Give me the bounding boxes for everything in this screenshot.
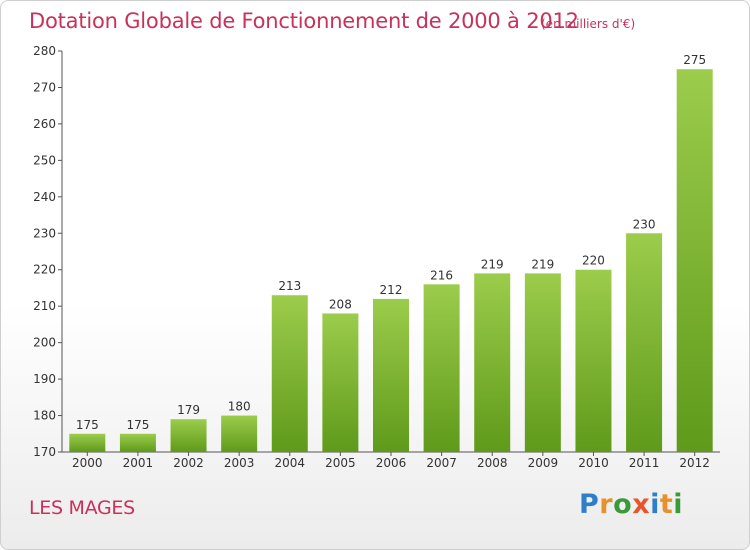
value-label: 220	[582, 254, 605, 268]
chart-subtitle: (en milliers d'€)	[541, 17, 636, 31]
bar-2003	[221, 415, 258, 452]
chart-labels: 2000 175 2001 175 2002 179 2003 180 2004 213 2005 2…	[72, 53, 710, 470]
bar-2011	[626, 233, 663, 452]
bar-2006	[373, 298, 409, 452]
bar-2004	[271, 295, 308, 452]
y-tick-label: 200	[33, 336, 56, 350]
x-tick-label: 2005	[325, 456, 356, 470]
bar-2009	[524, 273, 561, 452]
y-tick-label: 170	[33, 445, 56, 459]
chart-axes: 170 180 190 200 210 220 230 240 250 260 270 280	[33, 44, 720, 459]
x-tick-label: 2006	[376, 456, 407, 470]
bar-2007	[423, 284, 460, 452]
x-tick-label: 2010	[578, 456, 609, 470]
value-label: 216	[430, 268, 453, 282]
value-label: 208	[329, 297, 352, 311]
value-label: 212	[380, 283, 403, 297]
commune-name: LES MAGES	[29, 497, 135, 519]
y-tick-label: 180	[33, 409, 56, 423]
x-tick-label: 2001	[123, 456, 154, 470]
chart-bars	[69, 69, 713, 453]
value-label: 179	[177, 403, 200, 417]
x-tick-label: 2004	[274, 456, 305, 470]
x-tick-label: 2008	[477, 456, 508, 470]
x-tick-label: 2003	[224, 456, 255, 470]
y-tick-label: 260	[33, 117, 56, 131]
x-tick-label: 2007	[426, 456, 457, 470]
value-label: 230	[633, 217, 656, 231]
x-tick-label: 2002	[173, 456, 204, 470]
value-label: 213	[278, 279, 301, 293]
bar-2005	[322, 313, 359, 452]
x-tick-label: 2011	[629, 456, 660, 470]
y-tick-label: 250	[33, 153, 56, 167]
chart-title: Dotation Globale de Fonctionnement de 20…	[29, 9, 579, 33]
value-label: 219	[481, 257, 504, 271]
y-tick-label: 240	[33, 190, 56, 204]
y-tick-label: 190	[33, 372, 56, 386]
bar-2008	[474, 273, 511, 452]
value-label: 275	[683, 53, 706, 67]
x-tick-label: 2012	[679, 456, 710, 470]
value-label: 175	[126, 418, 149, 432]
bar-2002	[170, 419, 207, 452]
x-tick-label: 2009	[528, 456, 559, 470]
x-tick-label: 2000	[72, 456, 103, 470]
value-label: 175	[76, 418, 99, 432]
bar-2010	[575, 269, 612, 452]
value-label: 180	[228, 400, 251, 414]
y-tick-label: 220	[33, 263, 56, 277]
bar-2000	[69, 433, 106, 452]
y-tick-label: 210	[33, 299, 56, 313]
y-tick-label: 270	[33, 80, 56, 94]
bar-2012	[676, 69, 713, 453]
y-tick-label: 230	[33, 226, 56, 240]
proxiti-logo: Proxiti	[579, 489, 684, 520]
bar-2001	[119, 433, 156, 452]
value-label: 219	[531, 257, 554, 271]
y-tick-label: 280	[33, 44, 56, 58]
